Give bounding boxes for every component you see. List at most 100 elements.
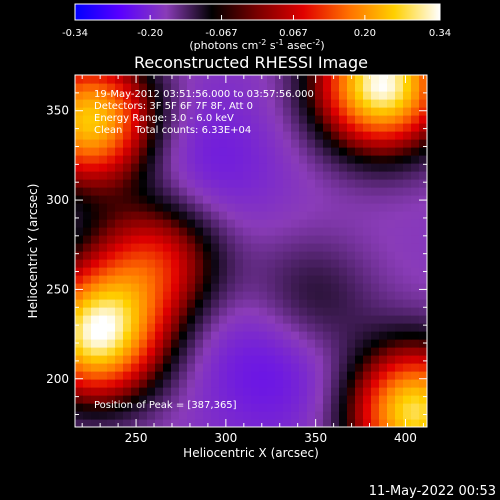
heatmap-cell (299, 179, 308, 188)
heatmap-cell (155, 387, 164, 396)
heatmap-cell (75, 387, 84, 396)
heatmap-cell (243, 195, 252, 204)
heatmap-cell (179, 323, 188, 332)
heatmap-cell (411, 363, 420, 372)
heatmap-cell (355, 363, 364, 372)
heatmap-cell (99, 419, 108, 427)
heatmap-cell (395, 307, 404, 316)
heatmap-cell (387, 179, 396, 188)
heatmap-cell (355, 379, 364, 388)
heatmap-cell (315, 251, 324, 260)
heatmap-cell (163, 411, 172, 420)
heatmap-cell (275, 347, 284, 356)
heatmap-cell (99, 331, 108, 340)
heatmap-cell (91, 171, 100, 180)
heatmap-cell (99, 147, 108, 156)
heatmap-cell (267, 171, 276, 180)
heatmap-cell (107, 371, 116, 380)
heatmap-cell (187, 147, 196, 156)
heatmap-cell (147, 83, 156, 92)
heatmap-cell (219, 203, 228, 212)
heatmap-cell (259, 275, 268, 284)
heatmap-cell (323, 115, 332, 124)
heatmap-cell (275, 267, 284, 276)
heatmap-cell (155, 211, 164, 220)
heatmap-cell (379, 267, 388, 276)
heatmap-cell (395, 355, 404, 364)
heatmap-cell (267, 315, 276, 324)
heatmap-cell (371, 211, 380, 220)
heatmap-cell (323, 203, 332, 212)
heatmap-cell (267, 419, 276, 427)
heatmap-cell (339, 355, 348, 364)
heatmap-cell (219, 283, 228, 292)
heatmap-cell (131, 227, 140, 236)
heatmap-cell (243, 107, 252, 116)
heatmap-cell (339, 363, 348, 372)
heatmap-cell (83, 203, 92, 212)
heatmap-cell (179, 299, 188, 308)
heatmap-cell (139, 219, 148, 228)
colorbar-tick-label: 0.34 (429, 28, 451, 39)
heatmap-cell (243, 403, 252, 412)
heatmap-cell (91, 131, 100, 140)
heatmap-cell (395, 187, 404, 196)
heatmap-cell (123, 107, 132, 116)
heatmap-cell (299, 299, 308, 308)
heatmap-cell (75, 171, 84, 180)
heatmap-cell (171, 83, 180, 92)
heatmap-cell (387, 411, 396, 420)
heatmap-cell (251, 283, 260, 292)
heatmap-cell (403, 99, 412, 108)
heatmap-cell (163, 339, 172, 348)
heatmap-cell (371, 323, 380, 332)
heatmap-cell (347, 267, 356, 276)
heatmap-cell (411, 411, 420, 420)
heatmap-cell (123, 291, 132, 300)
heatmap-cell (147, 219, 156, 228)
heatmap-cell (419, 315, 427, 324)
heatmap-cell (187, 219, 196, 228)
heatmap-cell (195, 131, 204, 140)
heatmap-cell (307, 323, 316, 332)
heatmap-cell (147, 331, 156, 340)
heatmap-cell (187, 371, 196, 380)
heatmap-cell (83, 195, 92, 204)
heatmap-cell (203, 355, 212, 364)
heatmap-cell (243, 299, 252, 308)
heatmap-cell (243, 371, 252, 380)
heatmap-cell (371, 131, 380, 140)
heatmap-cell (419, 371, 427, 380)
heatmap-cell (123, 75, 132, 84)
heatmap-cell (243, 163, 252, 172)
heatmap-cell (395, 291, 404, 300)
heatmap-cell (331, 155, 340, 164)
heatmap-cell (75, 411, 84, 420)
heatmap-cell (395, 339, 404, 348)
heatmap-cell (387, 139, 396, 148)
heatmap-cell (251, 123, 260, 132)
heatmap-cell (267, 363, 276, 372)
heatmap-cell (115, 307, 124, 316)
heatmap-cell (147, 315, 156, 324)
heatmap-cell (131, 315, 140, 324)
heatmap-cell (339, 251, 348, 260)
heatmap-cell (307, 139, 316, 148)
heatmap-cell (203, 115, 212, 124)
heatmap-cell (75, 219, 84, 228)
heatmap-cell (355, 387, 364, 396)
heatmap-cell (203, 187, 212, 196)
heatmap-cell (419, 147, 427, 156)
heatmap-cell (211, 259, 220, 268)
heatmap-cell (139, 235, 148, 244)
heatmap-cell (291, 171, 300, 180)
heatmap-cell (347, 235, 356, 244)
heatmap-cell (291, 99, 300, 108)
heatmap-cell (259, 395, 268, 404)
heatmap-cell (403, 379, 412, 388)
heatmap-cell (323, 107, 332, 116)
heatmap-cell (123, 83, 132, 92)
y-axis-label: Heliocentric Y (arcsec) (26, 184, 40, 319)
heatmap-cell (387, 115, 396, 124)
